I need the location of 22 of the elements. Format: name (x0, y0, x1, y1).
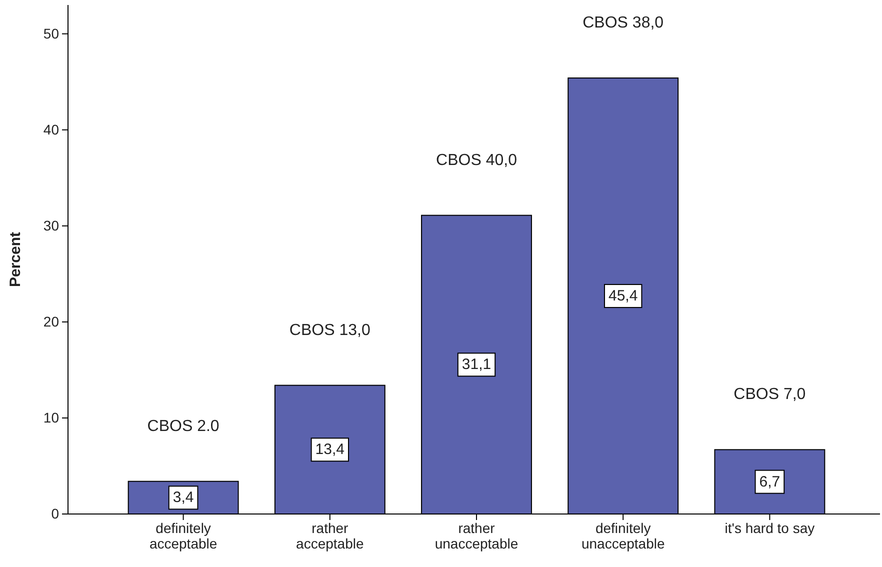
x-tick-label: rather acceptable (296, 520, 364, 552)
annotation: CBOS 38,0 (582, 14, 664, 32)
annotation: CBOS 7,0 (734, 386, 806, 404)
y-tick-label: 20 (43, 313, 60, 330)
y-tick-label: 10 (43, 409, 60, 426)
y-tick-label: 50 (43, 25, 60, 42)
x-tick-label: rather unacceptable (434, 520, 518, 552)
y-tick-label: 40 (43, 121, 60, 138)
data-label: 3,4 (172, 489, 194, 506)
annotation: CBOS 13,0 (289, 322, 370, 339)
y-tick-label: 0 (51, 505, 60, 522)
annotation: CBOS 2.0 (147, 418, 220, 435)
data-label: 31,1 (462, 356, 492, 374)
data-label: 45,4 (608, 287, 638, 304)
data-label: 6,7 (759, 473, 780, 490)
data-label: 13,4 (315, 441, 344, 458)
y-axis-title: Percent (7, 232, 24, 288)
x-tick-label: definitely unacceptable (581, 520, 665, 552)
y-tick-label: 30 (43, 217, 60, 234)
x-tick-label: it's hard to say (724, 520, 815, 536)
x-tick-label: definitely acceptable (149, 520, 218, 552)
annotation: CBOS 40,0 (436, 152, 518, 169)
